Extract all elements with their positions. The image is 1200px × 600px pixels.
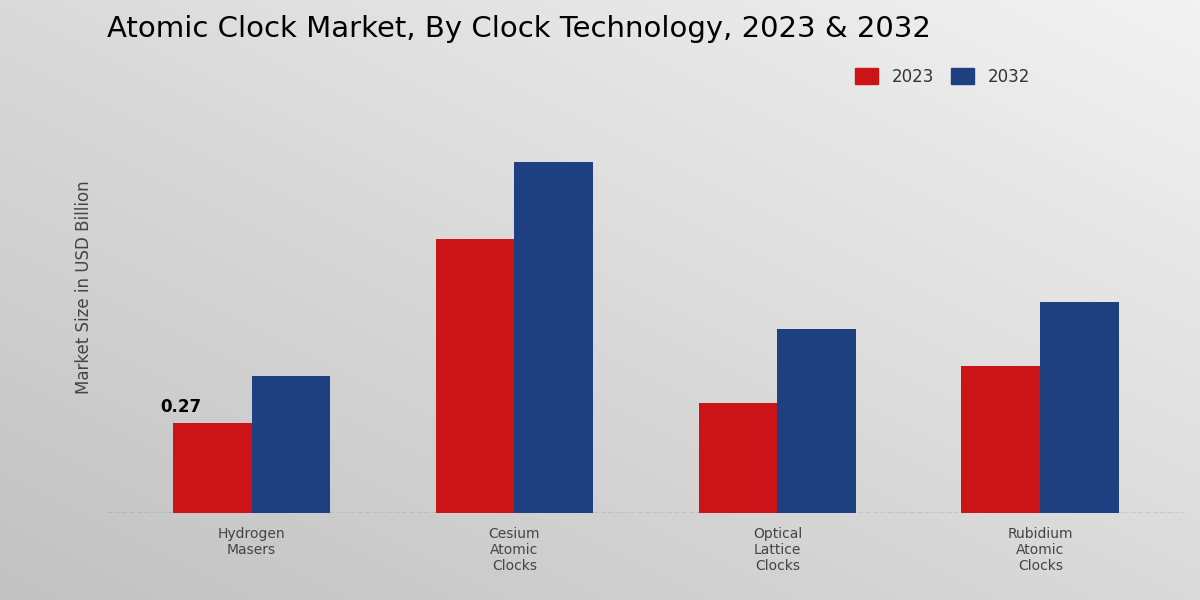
- Legend: 2023, 2032: 2023, 2032: [848, 61, 1037, 92]
- Bar: [1040, 302, 1120, 513]
- Text: 0.27: 0.27: [161, 398, 202, 416]
- Y-axis label: Market Size in USD Billion: Market Size in USD Billion: [74, 181, 94, 394]
- Bar: [515, 162, 593, 513]
- Bar: [252, 376, 330, 513]
- Bar: [961, 366, 1040, 513]
- Bar: [698, 403, 778, 513]
- Text: Atomic Clock Market, By Clock Technology, 2023 & 2032: Atomic Clock Market, By Clock Technology…: [107, 15, 931, 43]
- Bar: [436, 239, 515, 513]
- Bar: [173, 422, 252, 513]
- Bar: [778, 329, 857, 513]
